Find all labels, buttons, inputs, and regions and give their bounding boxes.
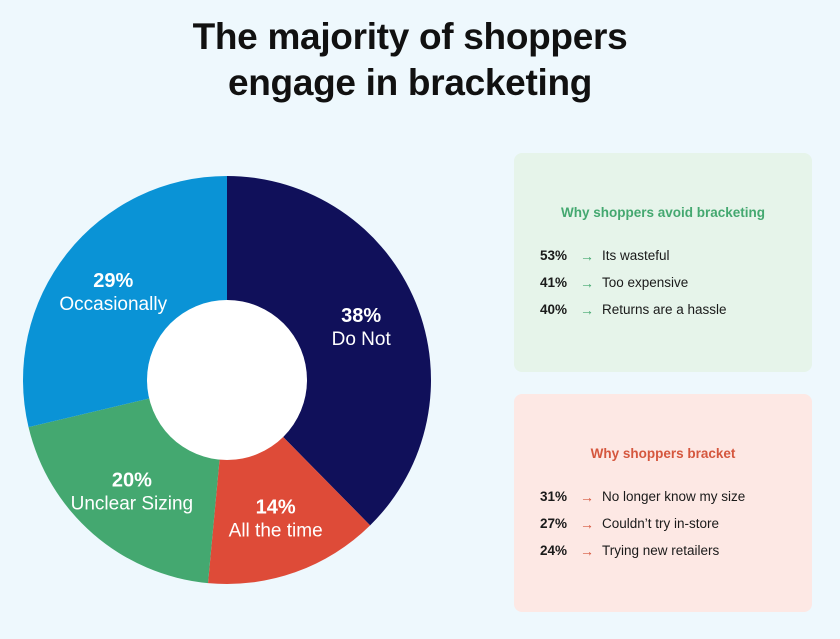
slice-label-unclear-sizing: 20%Unclear Sizing [71,469,194,514]
slice-percent-label: 29% [93,270,133,292]
arrow-right-icon: → [580,488,594,505]
bracket-reason-text: No longer know my size [602,489,746,504]
arrow-right-icon: → [580,515,594,532]
slice-label-do-not: 38%Do Not [332,305,392,350]
donut-hole [147,300,307,460]
avoid-reason-row: 40% → Returns are a hassle [540,296,812,323]
avoid-reason-row: 53% → Its wasteful [540,242,812,269]
avoid-reason-pct: 40% [540,302,568,317]
slice-do-not [227,176,432,526]
slice-category-label: Occasionally [59,294,167,315]
bracket-reason-row: 31% → No longer know my size [540,483,812,510]
avoid-reason-text: Returns are a hassle [602,302,727,317]
slice-label-occasionally: 29%Occasionally [59,270,167,315]
bracket-reason-pct: 24% [540,543,568,558]
chart-title: The majority of shoppers engage in brack… [0,14,820,106]
bracket-reason-pct: 27% [540,516,568,531]
bracket-reason-text: Trying new retailers [602,543,720,558]
arrow-right-icon: → [580,247,594,264]
donut-chart: 38%Do Not 14%All the time 20%Unclear Sizin… [22,176,432,584]
slice-percent-label: 14% [256,497,296,519]
avoid-reason-pct: 41% [540,275,568,290]
chart-title-line-2: engage in bracketing [227,62,593,103]
arrow-right-icon: → [580,542,594,559]
slice-category-label: Unclear Sizing [71,493,194,514]
avoid-reason-text: Its wasteful [602,248,670,263]
slice-category-label: Do Not [332,329,392,350]
avoid-reason-pct: 53% [540,248,568,263]
avoid-reason-text: Too expensive [602,275,689,290]
bracket-reason-row: 27% → Couldn’t try in-store [540,510,812,537]
avoid-panel-title: Why shoppers avoid bracketing [560,205,766,220]
arrow-right-icon: → [580,274,594,291]
slice-category-label: All the time [229,521,323,542]
slice-label-all-the-time: 14%All the time [229,497,323,542]
slice-percent-label: 38% [341,305,381,327]
arrow-right-icon: → [580,301,594,318]
bracket-reasons-panel: Why shoppers bracket 31% → No longer kno… [514,394,812,612]
avoid-reason-row: 41% → Too expensive [540,269,812,296]
chart-title-line-1: The majority of shoppers [192,16,628,57]
slice-percent-label: 20% [112,469,152,491]
bracket-panel-title: Why shoppers bracket [590,446,736,461]
avoid-bracketing-panel: Why shoppers avoid bracketing 53% → Its … [514,153,812,372]
bracket-reason-row: 24% → Trying new retailers [540,537,812,564]
bracket-reason-text: Couldn’t try in-store [602,516,720,531]
bracket-reason-pct: 31% [540,489,568,504]
